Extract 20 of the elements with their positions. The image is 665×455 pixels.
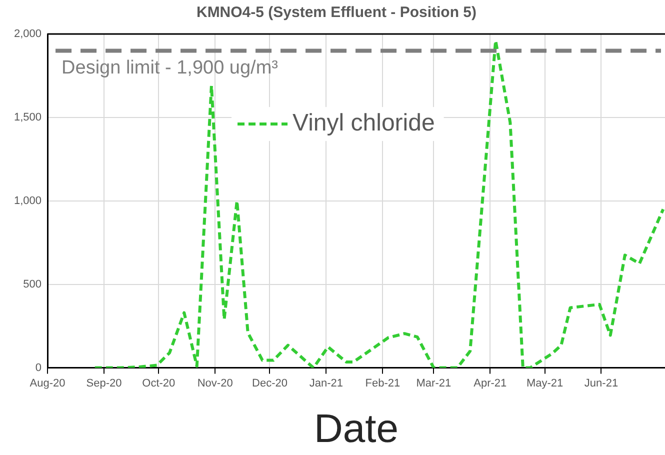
y-tick-label: 1,000 — [14, 194, 42, 207]
y-tick-label: 1,500 — [14, 111, 42, 124]
y-tick-label: 0 — [35, 362, 42, 374]
x-tick-label: Sep-20 — [86, 377, 122, 390]
x-tick-label: Feb-21 — [365, 377, 400, 390]
x-tick-label: Mar-21 — [416, 377, 452, 390]
x-axis-title: Date — [314, 407, 399, 452]
legend-label: Vinyl chloride — [292, 110, 435, 137]
x-tick-label: Oct-20 — [142, 377, 176, 390]
x-tick-label: May-21 — [526, 377, 564, 390]
x-tick-label: Aug-20 — [30, 377, 66, 390]
y-tick-label: 500 — [23, 278, 42, 290]
x-tick-label: Jan-21 — [309, 377, 344, 390]
x-tick-label: Jun-21 — [584, 377, 618, 390]
chart-title: KMNO4-5 (System Effluent - Position 5) — [196, 4, 477, 22]
x-tick-label: Dec-20 — [252, 377, 288, 390]
x-tick-label: Apr-21 — [474, 377, 507, 390]
ref-line-label: Design limit - 1,900 ug/m³ — [62, 57, 278, 78]
y-tick-label: 2,000 — [14, 28, 42, 40]
x-tick-label: Nov-20 — [197, 377, 233, 390]
